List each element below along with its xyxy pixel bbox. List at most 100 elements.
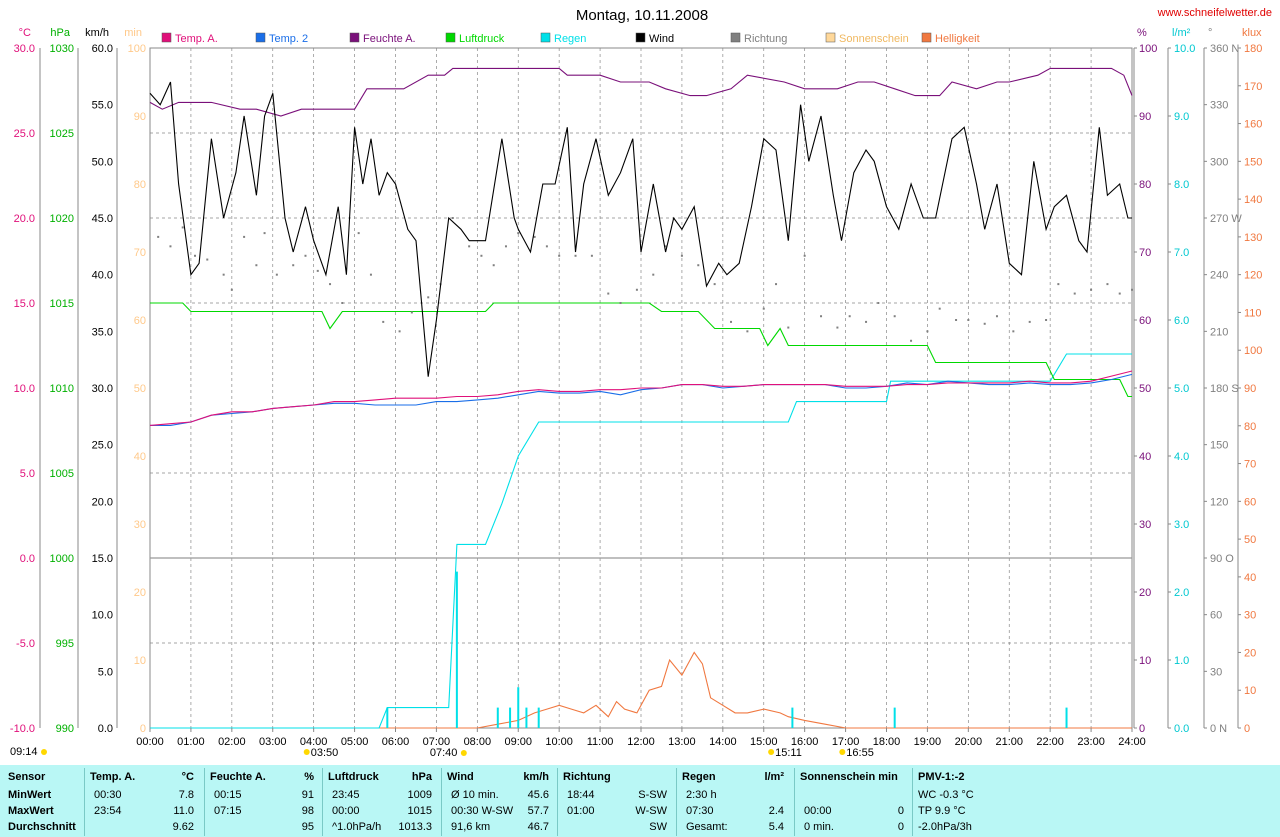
sun-marker-label: 15:11: [775, 747, 802, 759]
sun-marker-label: 07:40: [430, 747, 458, 759]
summary-cell-time: TP 9.9 °C: [918, 805, 966, 817]
direction-point: [1073, 292, 1076, 295]
direction-point: [619, 302, 622, 304]
x-tick-label: 07:00: [423, 736, 451, 748]
lux-tick-label: 0: [1244, 723, 1250, 735]
summary-row-label: MaxWert: [8, 805, 54, 817]
direction-point: [316, 269, 319, 272]
legend-label-6: Richtung: [744, 33, 787, 45]
series-line-helligkeit: [150, 651, 1132, 729]
humidity-tick-label: 30: [1139, 519, 1151, 531]
summary-cell-time: 23:45: [332, 789, 360, 801]
temp-tick-label: 25.0: [14, 128, 35, 140]
summary-cell-value: 1015: [407, 805, 432, 817]
humidity-tick-label: 100: [1139, 43, 1157, 55]
summary-cell-value: 98: [301, 805, 314, 817]
wind-tick-label: 35.0: [92, 326, 113, 338]
sunmin-tick-label: 30: [134, 519, 146, 531]
direction-tick-label: 300: [1210, 156, 1228, 168]
wind-tick-label: 25.0: [92, 440, 113, 452]
summary-cell-time: 01:00: [567, 805, 595, 817]
legend-swatch-7: [825, 32, 836, 43]
rain-tick-label: 2.0: [1174, 587, 1189, 599]
summary-unit: %: [304, 771, 314, 783]
pressure-tick-label: 990: [56, 723, 74, 735]
lux-tick-label: 100: [1244, 345, 1262, 357]
pressure-tick-label: 1025: [50, 128, 74, 140]
direction-point: [1045, 319, 1048, 321]
rain-rate-bar: [893, 707, 896, 728]
summary-cell-value: SW: [649, 821, 667, 833]
sunmin-tick-label: 0: [140, 723, 146, 735]
direction-point: [369, 273, 372, 276]
rain-tick-label: 3.0: [1174, 519, 1189, 531]
temp-tick-label: 5.0: [20, 468, 35, 480]
legend: Temp. A. Temp. 2 Feuchte A. Luftdruck Regen W…: [161, 32, 980, 45]
rain-tick-label: 5.0: [1174, 383, 1189, 395]
summary-cell-time: 00:00: [804, 805, 832, 817]
direction-point: [545, 245, 548, 248]
direction-point: [938, 307, 941, 310]
pressure-axis-unit: hPa: [50, 27, 70, 39]
direction-point: [1028, 320, 1031, 323]
rain-axis-unit: l/m²: [1172, 27, 1191, 39]
direction-point: [194, 254, 197, 257]
direction-point: [635, 288, 638, 291]
humidity-tick-label: 60: [1139, 315, 1151, 327]
direction-point: [206, 258, 209, 261]
lux-tick-label: 160: [1244, 119, 1262, 131]
direction-point: [230, 288, 233, 291]
direction-point: [1106, 283, 1109, 286]
summary-row-label: Durchschnitt: [8, 821, 76, 833]
pressure-tick-label: 1030: [50, 43, 74, 55]
humidity-tick-label: 0: [1139, 723, 1145, 735]
sun-marker-label: 03:50: [311, 747, 339, 759]
temp-tick-label: 10.0: [14, 383, 35, 395]
direction-point: [967, 319, 970, 321]
direction-point: [574, 254, 577, 257]
direction-point: [533, 235, 536, 238]
direction-point: [517, 232, 520, 235]
direction-tick-label: 180 S: [1210, 383, 1239, 395]
series-line-wind: [149, 81, 1132, 377]
pressure-tick-label: 1010: [50, 383, 74, 395]
legend-label-4: Regen: [554, 33, 586, 45]
sunmin-tick-label: 80: [134, 179, 146, 191]
wind-tick-label: 15.0: [92, 553, 113, 565]
rain-rate-bar: [517, 687, 520, 728]
lux-tick-label: 130: [1244, 232, 1262, 244]
summary-cell-value: 5.4: [768, 821, 784, 833]
column-separator: [204, 768, 205, 836]
sunmin-tick-label: 60: [134, 315, 146, 327]
legend-swatch-5: [635, 32, 646, 43]
summary-table: Sensor MinWert MaxWert Durchschnitt Temp. A.…: [0, 765, 1280, 837]
x-tick-label: 21:00: [995, 736, 1023, 748]
direction-point: [848, 315, 851, 318]
lux-tick-label: 50: [1244, 534, 1256, 546]
rain-tick-label: 9.0: [1174, 111, 1189, 123]
x-tick-label: 01:00: [177, 736, 205, 748]
x-tick-label: 22:00: [1036, 736, 1064, 748]
x-tick-label: 11:00: [587, 736, 614, 748]
rain-rate-bar: [509, 707, 512, 728]
pressure-tick-label: 1005: [50, 468, 74, 480]
direction-point: [820, 315, 823, 318]
humidity-tick-label: 50: [1139, 383, 1151, 395]
legend-swatch-3: [445, 32, 456, 43]
direction-point: [157, 235, 160, 238]
summary-cell-value: 7.8: [178, 789, 194, 801]
rain-rate-bar: [537, 707, 540, 728]
direction-point: [983, 322, 986, 325]
lux-tick-label: 140: [1244, 194, 1262, 206]
x-tick-label: 17:00: [832, 736, 860, 748]
direction-point: [492, 264, 495, 267]
x-tick-label: 10:00: [545, 736, 573, 748]
temp-axis-unit: °C: [19, 27, 31, 39]
website-link[interactable]: www.schneifelwetter.de: [1157, 7, 1272, 19]
sunmin-tick-label: 100: [128, 43, 146, 55]
summary-header: Temp. A.: [90, 771, 136, 783]
rain-tick-label: 10.0: [1174, 43, 1195, 55]
summary-header: Feuchte A.: [210, 771, 266, 783]
lux-tick-label: 90: [1244, 383, 1256, 395]
summary-cell-value: S-SW: [638, 789, 667, 801]
